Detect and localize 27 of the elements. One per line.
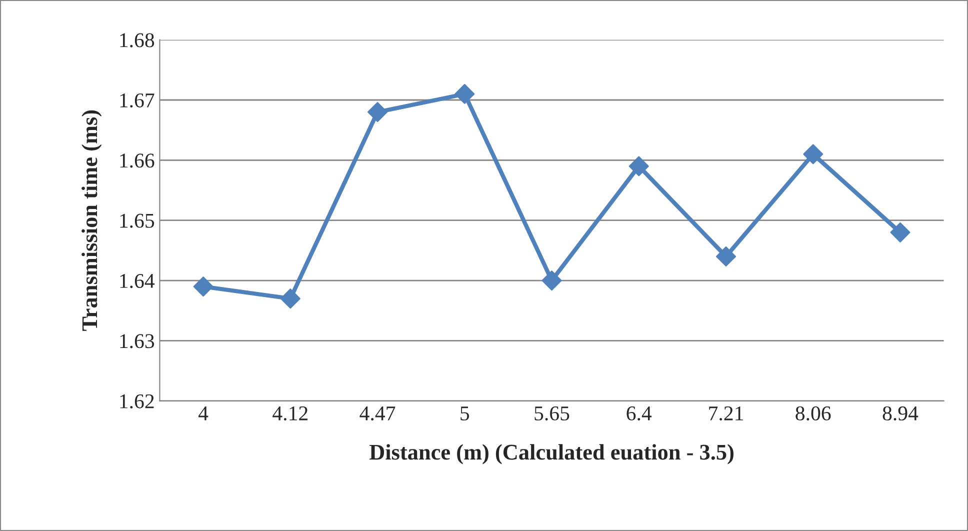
y-tick-label: 1.67 bbox=[120, 93, 154, 108]
x-tick-label: 8.94 bbox=[882, 406, 918, 421]
point bbox=[803, 144, 824, 164]
point bbox=[716, 246, 736, 266]
y-tick-label: 1.66 bbox=[120, 154, 154, 168]
x-tick-label: 7.21 bbox=[709, 406, 743, 421]
point bbox=[368, 102, 388, 122]
y-tick-label: 1.65 bbox=[120, 214, 154, 228]
point bbox=[890, 222, 910, 242]
x-tick-label: 4 bbox=[198, 406, 208, 420]
point bbox=[454, 84, 475, 104]
x-tick-label: 5.65 bbox=[534, 406, 570, 421]
x-tick-label: 5 bbox=[460, 406, 470, 420]
y-axis-title: Transmission time (ms) bbox=[82, 110, 102, 331]
x-axis-title: Distance (m) (Calculated euation - 3.5) bbox=[369, 444, 734, 464]
point bbox=[628, 156, 649, 176]
y-tick-label: 1.63 bbox=[120, 334, 154, 348]
point bbox=[193, 276, 214, 297]
point bbox=[280, 288, 300, 309]
point bbox=[542, 270, 562, 291]
y-tick-label: 1.68 bbox=[120, 33, 154, 48]
y-tick-label: 1.62 bbox=[120, 394, 154, 408]
x-tick-label: 8.06 bbox=[796, 406, 831, 421]
x-tick-label: 6.4 bbox=[626, 406, 652, 421]
x-tick-label: 4.47 bbox=[360, 406, 396, 421]
x-tick-label: 4.12 bbox=[272, 406, 308, 421]
y-tick-label: 1.64 bbox=[120, 274, 155, 288]
